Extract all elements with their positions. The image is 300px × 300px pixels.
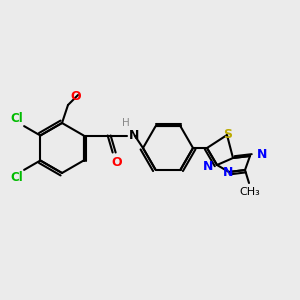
Text: CH₃: CH₃ (240, 187, 260, 197)
Text: N: N (257, 148, 267, 161)
Text: O: O (70, 90, 81, 103)
Text: N: N (202, 160, 213, 172)
Text: Cl: Cl (11, 171, 23, 184)
Text: N: N (129, 129, 139, 142)
Text: S: S (224, 128, 232, 141)
Text: N: N (223, 166, 233, 179)
Text: Cl: Cl (11, 112, 23, 125)
Text: O: O (111, 155, 122, 169)
Text: H: H (122, 118, 130, 128)
